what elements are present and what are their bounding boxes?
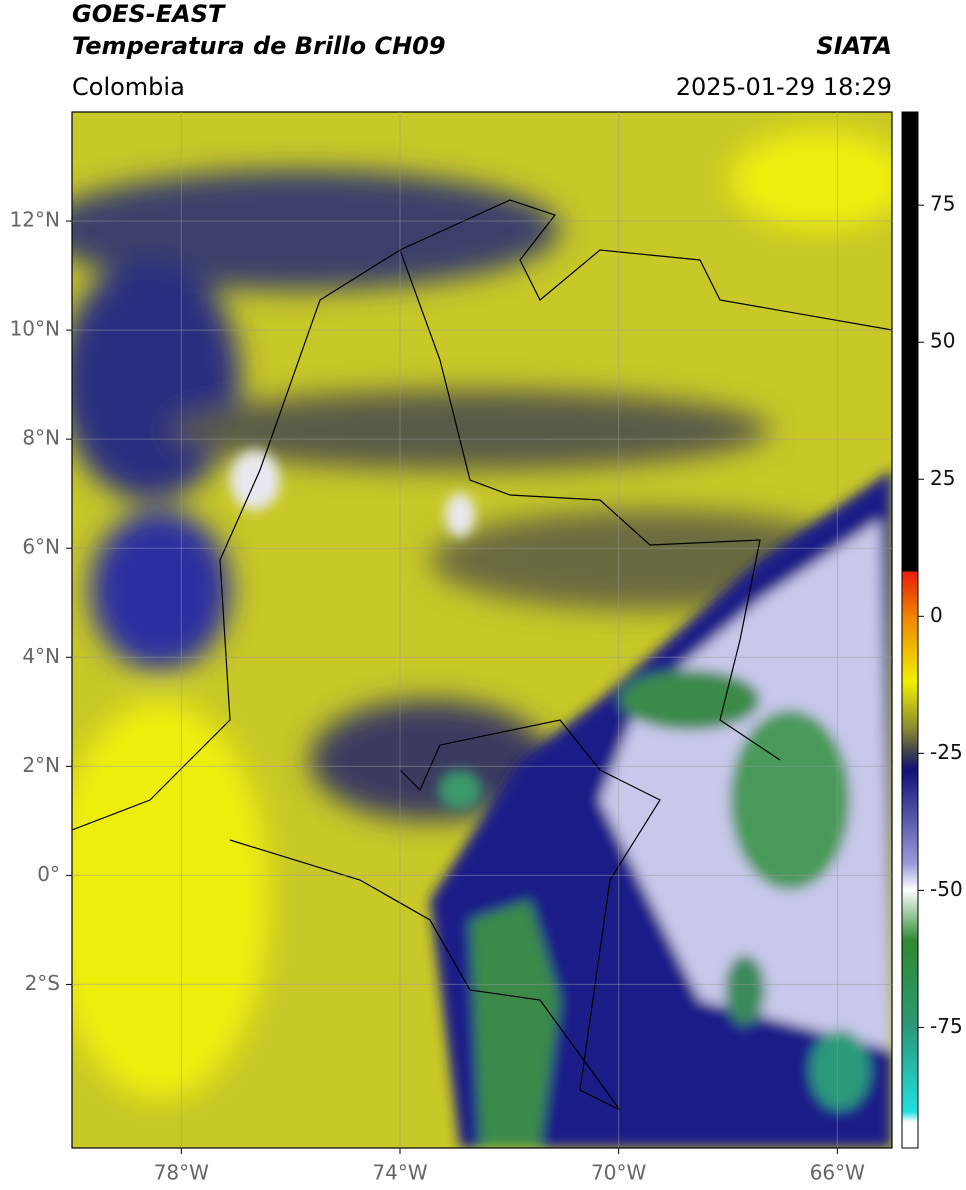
map-frame: [71, 111, 893, 1149]
source: SIATA: [816, 32, 892, 60]
y-tick-label: 12°N: [10, 208, 60, 232]
x-tick-label: 70°W: [591, 1161, 646, 1185]
title: GOES-EAST: [72, 0, 226, 28]
y-tick-label: 2°N: [22, 753, 60, 777]
x-tick-label: 78°W: [154, 1161, 209, 1185]
title: Temperatura de Brillo CH09: [72, 32, 446, 60]
colorbar: [901, 111, 919, 1149]
colorbar-tick-label: 0: [930, 603, 943, 627]
x-tick-label: 74°W: [372, 1161, 427, 1185]
x-tick-label: 66°W: [810, 1161, 865, 1185]
y-tick-label: 0°: [37, 862, 60, 886]
y-tick-label: 4°N: [22, 644, 60, 668]
y-tick-label: 2°S: [25, 971, 60, 995]
satellite-image: [72, 112, 892, 1148]
y-tick-label: 8°N: [22, 426, 60, 450]
colorbar-tick-label: -75: [930, 1014, 963, 1038]
colorbar-tick-label: 50: [930, 329, 955, 353]
region: Colombia: [72, 73, 185, 101]
borders: [72, 199, 892, 1111]
y-tick-label: 6°N: [22, 535, 60, 559]
colorbar-tick-label: -25: [930, 740, 963, 764]
datetime: 2025-01-29 18:29: [676, 73, 892, 101]
colorbar-tick-label: 75: [930, 192, 955, 216]
colorbar-tick-label: 25: [930, 466, 955, 490]
y-tick-label: 10°N: [10, 317, 60, 341]
colorbar-tick-label: -50: [930, 877, 963, 901]
